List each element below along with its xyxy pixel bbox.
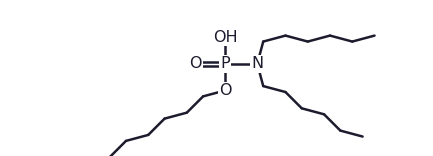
Text: OH: OH [213,30,238,45]
Text: P: P [220,56,230,71]
Text: O: O [189,56,201,71]
Text: N: N [251,56,263,71]
Text: O: O [219,83,232,98]
